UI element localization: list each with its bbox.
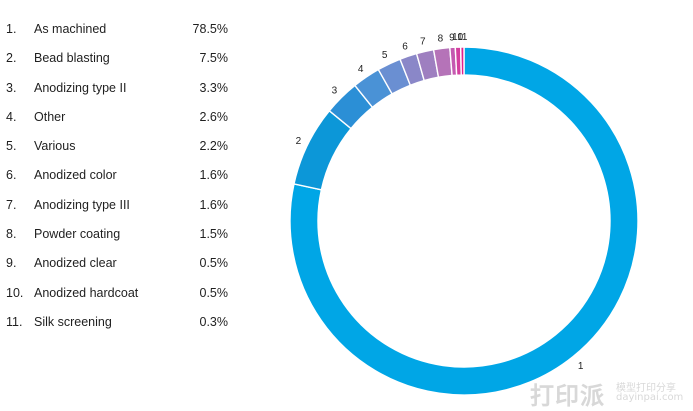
watermark-logo: 打印派 模型打印分享 dayinpai.com [530, 376, 690, 410]
legend-item-label: Various [34, 139, 76, 154]
legend-item: 1. As machined 78.5% [0, 15, 240, 44]
legend-item-number: 9. [6, 256, 17, 271]
legend-item-label: As machined [34, 22, 107, 36]
watermark-logo-text: 打印派 [530, 382, 605, 410]
legend-item: 7. Anodizing type III 1.6% [0, 191, 240, 220]
legend-item-number: 2. [6, 51, 17, 66]
legend-item-number: 6. [6, 168, 17, 183]
legend-item-value: 0.5% [199, 256, 229, 271]
legend-item-number: 8. [6, 227, 17, 242]
slice-label: 6 [402, 42, 408, 53]
legend-item-value: 2.6% [199, 109, 229, 124]
legend-item-value: 0.5% [199, 285, 229, 300]
legend-item-label: Powder coating [34, 227, 121, 242]
legend-item-number: 1. [6, 22, 17, 36]
legend-item-value: 3.3% [199, 80, 229, 95]
legend-item-value: 1.6% [199, 168, 229, 183]
legend-item: 10. Anodized hardcoat 0.5% [0, 279, 240, 308]
legend-item: 4. Other 2.6% [0, 103, 240, 132]
slice-label: 11 [457, 32, 468, 43]
legend-item-label: Anodizing type III [34, 197, 130, 212]
legend-item: 11. Silk screening 0.3% [0, 308, 240, 337]
legend-item-value: 7.5% [199, 51, 229, 66]
watermark-url: dayinpai.com [616, 392, 684, 403]
donut-slice [460, 46, 465, 76]
legend-item-label: Anodizing type II [34, 80, 127, 95]
legend-item-value: 1.6% [199, 197, 229, 212]
legend-item: 3. Anodizing type II 3.3% [0, 74, 240, 103]
legend-item-label: Anodized hardcoat [34, 285, 139, 300]
legend-item-label: Anodized color [34, 168, 117, 183]
legend-item-value: 78.5% [192, 22, 228, 36]
legend-item: 5. Various 2.2% [0, 132, 240, 161]
slice-label: 10 [452, 32, 464, 43]
legend-item-label: Silk screening [34, 314, 112, 329]
slice-label: 1 [578, 361, 584, 372]
legend-item: 9. Anodized clear 0.5% [0, 249, 240, 278]
legend-item-label: Other [34, 109, 66, 124]
slice-label: 2 [296, 136, 302, 147]
donut-slice [293, 109, 352, 191]
legend-item-number: 3. [6, 80, 17, 95]
slice-label: 3 [332, 85, 338, 96]
legend-item: 8. Powder coating 1.5% [0, 220, 240, 249]
legend-item-label: Bead blasting [34, 51, 110, 66]
legend-item-number: 11. [6, 314, 23, 329]
legend-item-number: 5. [6, 139, 17, 154]
legend-item-value: 0.3% [199, 314, 229, 329]
watermark-subtitle: 模型打印分享 [616, 383, 676, 394]
legend-item-number: 10. [6, 285, 24, 300]
legend-item-label: Anodized clear [34, 256, 117, 271]
slice-label: 9 [449, 32, 455, 43]
donut-slice [289, 46, 639, 396]
legend-item-value: 1.5% [199, 227, 229, 242]
legend-item: 2. Bead blasting 7.5% [0, 44, 240, 73]
legend-item-number: 7. [6, 197, 17, 212]
chart-legend: 1. As machined 78.5% 2. Bead blasting 7.5% 3. A… [0, 15, 240, 337]
slice-label: 5 [382, 50, 388, 61]
slice-label: 4 [358, 64, 364, 75]
legend-item-number: 4. [6, 109, 17, 124]
slice-label: 7 [420, 37, 426, 48]
slice-label: 8 [438, 34, 444, 45]
legend-item-value: 2.2% [199, 139, 229, 154]
legend-item: 6. Anodized color 1.6% [0, 161, 240, 190]
